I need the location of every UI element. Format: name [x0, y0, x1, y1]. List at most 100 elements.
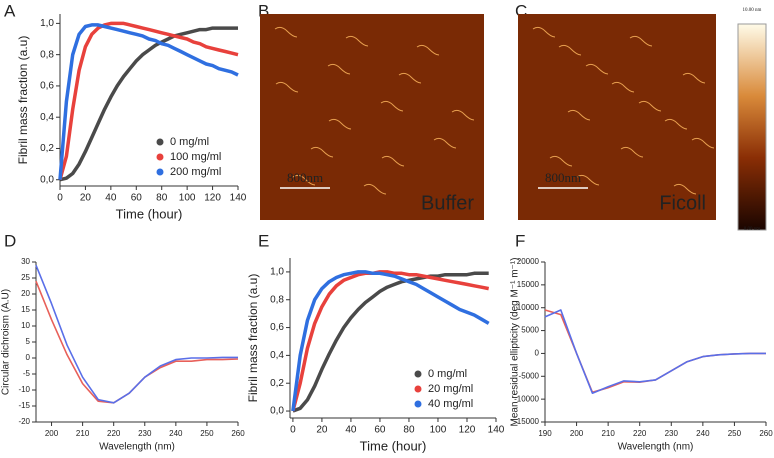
- x-tick-label: 80: [403, 425, 415, 436]
- x-axis-label: Wavelength (nm): [99, 442, 175, 453]
- y-tick-label: 30: [21, 257, 30, 266]
- fibril: [629, 35, 653, 47]
- x-tick-label: 200: [45, 429, 59, 438]
- fibril: [611, 81, 635, 93]
- panel-label: D: [4, 231, 16, 250]
- y-tick-label: 0,4: [40, 112, 54, 123]
- fibril: [381, 155, 405, 167]
- scale-bar-label: 800nm: [287, 170, 323, 185]
- colorbar: [737, 23, 767, 231]
- y-tick-label: 20000: [517, 257, 540, 266]
- fibril: [327, 63, 351, 75]
- x-axis-label: Time (hour): [116, 206, 183, 221]
- fibril: [380, 100, 404, 112]
- y-tick-label: 0,2: [40, 143, 54, 154]
- fibril: [363, 183, 387, 195]
- y-tick-label: 0,6: [40, 81, 54, 92]
- fibril: [310, 146, 334, 158]
- x-tick-label: 0: [57, 193, 63, 204]
- y-tick-label: 10: [21, 321, 30, 330]
- fibril: [549, 155, 573, 167]
- series-line: [291, 270, 490, 412]
- y-tick-label: 25: [21, 273, 30, 282]
- x-tick-label: 250: [200, 429, 214, 438]
- afm-image: [518, 14, 716, 220]
- y-tick-label: 0,4: [270, 350, 284, 361]
- panel-label: B: [258, 1, 269, 20]
- y-tick-label: -15: [18, 401, 30, 410]
- series-line: [544, 309, 766, 394]
- y-tick-label: 0,0: [40, 174, 54, 185]
- y-tick-label: 1,0: [40, 18, 54, 29]
- y-axis-label: Fibril mass fraction (a.u): [246, 274, 260, 403]
- x-tick-label: 40: [345, 425, 357, 436]
- fibril: [682, 72, 706, 84]
- x-tick-label: 100: [179, 193, 196, 204]
- panel-label: A: [4, 1, 16, 20]
- legend-label: 20 mg/ml: [428, 383, 473, 395]
- x-tick-label: 220: [633, 429, 647, 438]
- x-tick-label: 210: [601, 429, 615, 438]
- x-tick-label: 230: [665, 429, 679, 438]
- x-tick-label: 60: [374, 425, 386, 436]
- y-tick-label: 10000: [517, 303, 540, 312]
- x-tick-label: 240: [169, 429, 183, 438]
- x-tick-label: 250: [728, 429, 742, 438]
- legend-marker: [414, 400, 422, 408]
- x-axis-label: Wavelength (nm): [618, 442, 694, 453]
- panel-label: E: [258, 231, 269, 250]
- x-tick-label: 20: [80, 193, 92, 204]
- panel-label: F: [515, 231, 525, 250]
- y-tick-label: -20: [18, 417, 30, 426]
- legend-label: 200 mg/ml: [170, 166, 221, 178]
- x-tick-label: 120: [204, 193, 221, 204]
- fibril: [673, 183, 697, 195]
- x-tick-label: 80: [156, 193, 168, 204]
- y-tick-label: 5000: [521, 326, 539, 335]
- fibril: [585, 63, 609, 75]
- y-tick-label: 0,2: [270, 378, 284, 389]
- x-tick-label: 100: [430, 425, 447, 436]
- fibril: [558, 44, 582, 56]
- fibril: [664, 118, 688, 130]
- x-tick-label: 140: [230, 193, 247, 204]
- fibril: [398, 72, 422, 84]
- x-tick-label: 240: [696, 429, 710, 438]
- fibril: [328, 118, 352, 130]
- legend-label: 0 mg/ml: [170, 136, 209, 148]
- series-line: [35, 264, 238, 404]
- legend-marker: [156, 153, 164, 161]
- y-tick-label: 20: [21, 289, 30, 298]
- x-tick-label: 260: [759, 429, 773, 438]
- legend-marker: [414, 370, 422, 378]
- y-tick-label: -10: [18, 385, 30, 394]
- x-tick-label: 220: [107, 429, 121, 438]
- y-tick-label: 0,6: [270, 322, 284, 333]
- series-line: [58, 21, 239, 181]
- x-tick-label: 120: [459, 425, 476, 436]
- afm-image: [260, 14, 484, 220]
- image-caption: Buffer: [421, 192, 474, 214]
- series-line: [58, 23, 239, 180]
- series-line: [59, 26, 238, 182]
- y-tick-label: 0: [535, 349, 540, 358]
- y-tick-label: 1,0: [270, 267, 284, 278]
- legend-label: 100 mg/ml: [170, 151, 221, 163]
- y-axis-label: Fibril mass fraction (a.u): [16, 36, 30, 165]
- y-tick-label: 15000: [517, 280, 540, 289]
- x-tick-label: 60: [131, 193, 143, 204]
- y-tick-label: 0,8: [270, 294, 284, 305]
- x-tick-label: 230: [138, 429, 152, 438]
- fibril: [532, 26, 556, 38]
- scale-bar-label: 800nm: [545, 170, 581, 185]
- legend-marker: [156, 168, 164, 176]
- x-tick-label: 20: [316, 425, 328, 436]
- y-axis-label: Circular dichroism (A.U): [1, 289, 12, 395]
- y-tick-label: 0: [26, 353, 31, 362]
- series-line: [292, 271, 489, 413]
- fibril: [345, 35, 369, 47]
- x-tick-label: 260: [231, 429, 245, 438]
- x-tick-label: 200: [570, 429, 584, 438]
- fibril: [292, 174, 316, 186]
